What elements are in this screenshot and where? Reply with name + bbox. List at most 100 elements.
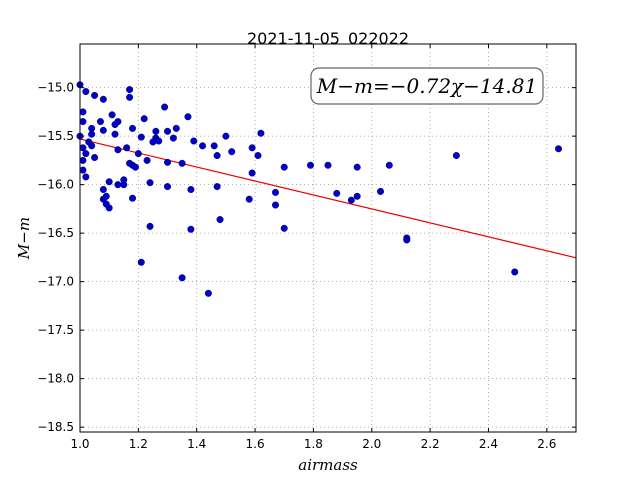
data-point — [169, 134, 177, 142]
fit-line — [79, 138, 577, 259]
data-point — [137, 133, 145, 141]
annotation-box — [310, 67, 544, 105]
data-point — [511, 268, 519, 276]
y-tick-label: −17.5 — [37, 323, 74, 337]
x-tick-label: 2.2 — [421, 437, 440, 451]
data-point — [123, 144, 131, 152]
data-point — [131, 163, 139, 171]
data-points — [76, 81, 562, 297]
data-point — [187, 225, 195, 233]
data-point — [199, 142, 207, 150]
y-tick-label: −16.0 — [37, 178, 74, 192]
data-point — [126, 93, 134, 101]
y-tick-label: −15.5 — [37, 129, 74, 143]
data-point — [377, 187, 385, 195]
data-point — [88, 142, 96, 150]
axis-ticks: 1.0 1.2 1.4 1.6 1.8 2.0 2.2 2.4 2.6 −15.0 −15.5 −16… — [37, 44, 576, 451]
data-point — [79, 118, 87, 126]
y-tick-label: −17.0 — [37, 275, 74, 289]
data-point — [210, 142, 218, 150]
data-point — [213, 183, 221, 191]
data-point — [164, 158, 172, 166]
data-point — [248, 144, 256, 152]
data-point — [79, 144, 87, 152]
data-point — [172, 124, 180, 132]
data-point — [114, 118, 122, 126]
data-point — [222, 132, 230, 140]
data-point — [347, 196, 355, 204]
x-tick-label: 1.6 — [246, 437, 265, 451]
data-point — [204, 289, 212, 297]
data-point — [257, 129, 265, 137]
x-axis-label: airmass — [298, 456, 358, 474]
data-point — [245, 195, 253, 203]
data-point — [280, 163, 288, 171]
data-point — [105, 178, 113, 186]
data-point — [114, 146, 122, 154]
data-point — [96, 118, 104, 126]
data-point — [91, 91, 99, 99]
x-tick-label: 2.0 — [362, 437, 381, 451]
plot-border — [79, 43, 577, 433]
data-point — [108, 111, 116, 119]
data-point — [82, 88, 90, 96]
x-tick-label: 2.6 — [537, 437, 556, 451]
data-point — [129, 194, 137, 202]
data-point — [554, 145, 562, 153]
data-point — [161, 103, 169, 111]
data-point — [190, 137, 198, 145]
data-point — [111, 130, 119, 138]
y-tick-label: −15.0 — [37, 81, 74, 95]
data-point — [254, 152, 262, 160]
fit-line-group — [79, 138, 577, 259]
y-tick-label: −16.5 — [37, 226, 74, 240]
data-point — [184, 113, 192, 121]
data-point — [353, 192, 361, 200]
data-point — [82, 150, 90, 158]
x-tick-label: 2.4 — [479, 437, 498, 451]
y-tick-label: −18.5 — [37, 420, 74, 434]
data-point — [385, 161, 393, 169]
data-point — [88, 130, 96, 138]
data-point — [146, 179, 154, 187]
data-point — [164, 183, 172, 191]
data-point — [99, 185, 107, 193]
data-point — [164, 127, 172, 135]
data-point — [213, 152, 221, 160]
data-point — [452, 152, 460, 160]
data-point — [143, 156, 151, 164]
grid — [79, 44, 576, 432]
data-point — [120, 176, 128, 184]
data-point — [129, 124, 137, 132]
data-point — [155, 137, 163, 145]
data-point — [178, 159, 186, 167]
data-point — [79, 156, 87, 164]
data-point — [79, 166, 87, 174]
data-point — [271, 201, 279, 209]
data-point — [187, 185, 195, 193]
data-point — [403, 236, 411, 244]
data-point — [99, 95, 107, 103]
data-point — [271, 188, 279, 196]
data-point — [228, 148, 236, 156]
data-point — [216, 216, 224, 224]
data-point — [88, 124, 96, 132]
data-point — [146, 222, 154, 230]
y-axis-label: M−m — [15, 217, 33, 260]
y-tick-label: −18.0 — [37, 372, 74, 386]
data-point — [114, 181, 122, 189]
fit-equation: M−m=−0.72χ−14.81 — [316, 74, 537, 98]
data-point — [353, 163, 361, 171]
data-point — [306, 161, 314, 169]
data-point — [152, 127, 160, 135]
data-point — [134, 150, 142, 158]
x-tick-label: 1.8 — [304, 437, 323, 451]
data-point — [105, 204, 113, 212]
data-point — [137, 258, 145, 266]
x-tick-label: 1.4 — [187, 437, 206, 451]
x-tick-label: 1.0 — [70, 437, 89, 451]
x-tick-label: 1.2 — [129, 437, 148, 451]
data-point — [102, 192, 110, 200]
data-point — [324, 161, 332, 169]
